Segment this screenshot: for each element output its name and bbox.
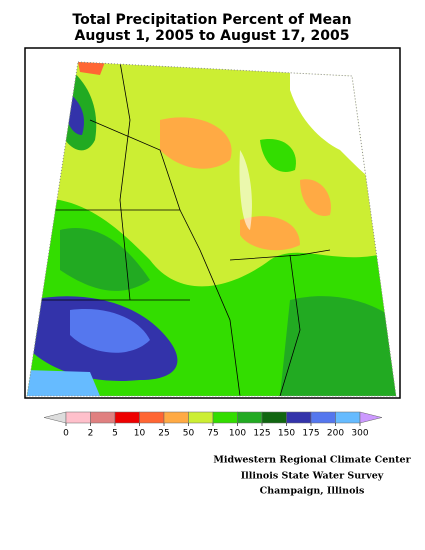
legend-under-arrow xyxy=(43,411,67,424)
legend-tick-label: 10 xyxy=(134,429,146,439)
credit: Midwestern Regional Climate Center xyxy=(213,455,411,466)
legend-tick-label: 0 xyxy=(63,429,69,439)
legend-tick-label: 150 xyxy=(278,429,295,439)
legend-swatch xyxy=(286,411,312,424)
credit: Illinois State Water Survey xyxy=(241,471,384,482)
legend-tick-label: 75 xyxy=(207,429,218,439)
legend-swatch xyxy=(261,411,287,424)
legend-tick-label: 50 xyxy=(183,429,195,439)
title-line: August 1, 2005 to August 17, 2005 xyxy=(75,28,350,44)
legend-swatch xyxy=(188,411,214,424)
legend-tick-label: 5 xyxy=(112,429,118,439)
legend-swatch xyxy=(212,411,238,424)
legend-swatch xyxy=(237,411,263,424)
legend-swatch xyxy=(65,411,91,424)
legend-tick-label: 25 xyxy=(158,429,169,439)
legend-tick-label: 175 xyxy=(302,429,319,439)
legend-tick-label: 125 xyxy=(253,429,270,439)
legend-swatch xyxy=(90,411,116,424)
legend-tick-label: 2 xyxy=(88,429,94,439)
legend-swatch xyxy=(114,411,140,424)
precipitation-field xyxy=(27,62,396,396)
legend-tick-label: 100 xyxy=(229,429,246,439)
title-line: Total Precipitation Percent of Mean xyxy=(72,12,351,28)
legend-over-arrow xyxy=(359,411,383,424)
map-frame xyxy=(24,47,401,399)
credit: Champaign, Illinois xyxy=(260,486,365,497)
legend-swatch xyxy=(163,411,189,424)
legend-tick-label: 200 xyxy=(327,429,344,439)
legend-swatch xyxy=(335,411,361,424)
legend-tick-label: 300 xyxy=(351,429,368,439)
legend-swatch xyxy=(310,411,336,424)
legend-swatch xyxy=(139,411,165,424)
